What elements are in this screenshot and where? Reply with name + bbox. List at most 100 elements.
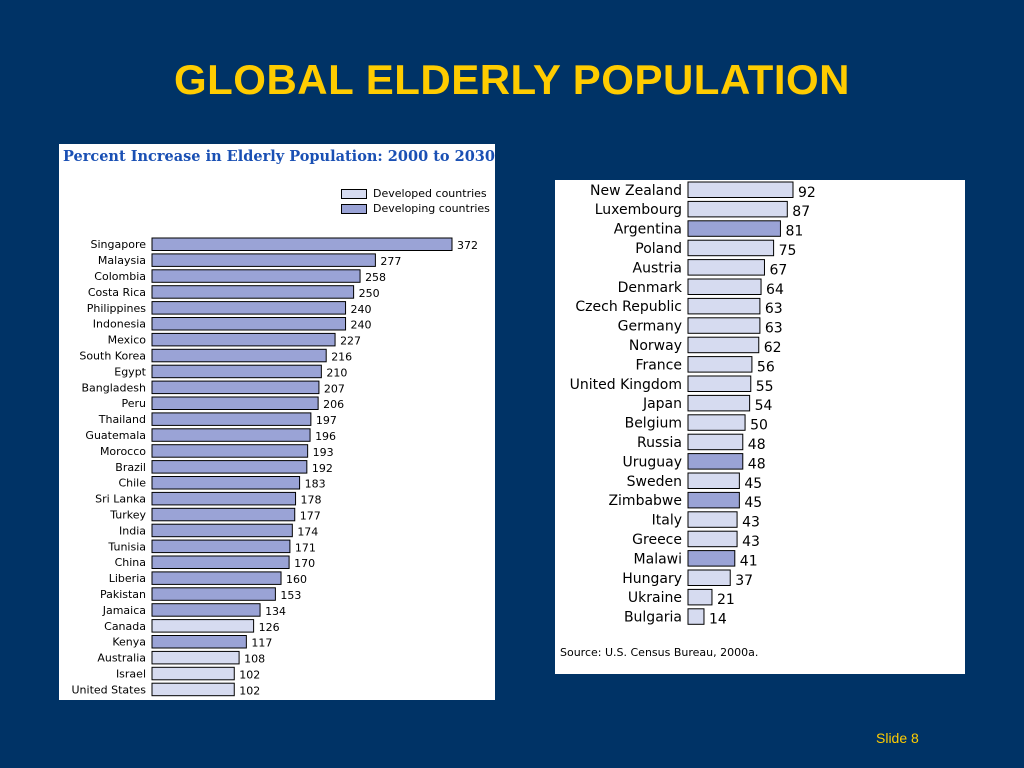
category-label: Uruguay <box>623 454 683 470</box>
legend-label-developed: Developed countries <box>373 187 487 200</box>
category-label: Mexico <box>108 334 147 347</box>
legend-item-developing: Developing countries <box>341 201 490 216</box>
data-label: 63 <box>765 301 783 317</box>
data-label: 178 <box>301 494 322 507</box>
data-label: 102 <box>239 669 260 682</box>
bar <box>687 259 765 276</box>
category-label: South Korea <box>79 350 146 363</box>
bar <box>151 666 235 681</box>
category-label: Indonesia <box>93 318 146 331</box>
data-label: 160 <box>286 573 307 586</box>
category-label: Philippines <box>87 302 147 315</box>
category-label: Guatemala <box>85 429 146 442</box>
data-label: 174 <box>297 525 318 538</box>
data-label: 81 <box>785 224 803 240</box>
bar <box>687 356 753 373</box>
data-label: 193 <box>313 446 334 459</box>
chart-legend: Developed countries Developing countries <box>341 186 490 216</box>
bar <box>151 301 347 315</box>
bar <box>687 317 761 334</box>
category-label: Ukraine <box>628 590 682 606</box>
bar <box>151 237 453 251</box>
data-label: 117 <box>251 637 272 650</box>
bar <box>687 550 736 567</box>
category-label: Canada <box>104 620 146 633</box>
data-label: 50 <box>750 418 768 434</box>
data-label: 240 <box>351 319 372 332</box>
data-label: 43 <box>742 534 760 550</box>
category-label: Norway <box>629 338 682 354</box>
data-label: 170 <box>294 557 315 570</box>
category-label: Bulgaria <box>624 610 682 626</box>
category-label: Brazil <box>115 461 146 474</box>
bar <box>687 453 744 470</box>
bar <box>151 380 320 395</box>
category-label: Hungary <box>622 571 682 587</box>
data-label: 55 <box>756 379 774 395</box>
category-label: Austria <box>633 260 682 276</box>
category-label: Peru <box>121 397 146 410</box>
bar <box>151 269 361 283</box>
legend-item-developed: Developed countries <box>341 186 490 201</box>
bar <box>687 511 738 528</box>
category-label: Israel <box>116 668 146 681</box>
bar <box>151 682 235 697</box>
data-label: 134 <box>265 605 286 618</box>
bar <box>687 336 760 354</box>
data-label: 92 <box>798 185 816 201</box>
data-label: 372 <box>457 239 478 252</box>
data-label: 258 <box>365 271 386 284</box>
data-label: 56 <box>757 359 775 375</box>
bar <box>151 285 355 299</box>
slide-title: GLOBAL ELDERLY POPULATION <box>173 56 850 103</box>
data-label: 196 <box>315 430 336 443</box>
category-label: Kenya <box>112 636 146 649</box>
category-label: Malaysia <box>98 254 146 267</box>
category-label: Egypt <box>114 365 146 378</box>
source-note: Source: U.S. Census Bureau, 2000a. <box>560 646 759 659</box>
data-label: 67 <box>769 262 787 278</box>
data-label: 64 <box>766 282 784 298</box>
bar <box>151 507 296 522</box>
data-label: 54 <box>755 398 773 414</box>
bar <box>151 460 308 474</box>
category-label: Germany <box>618 319 682 335</box>
data-label: 207 <box>324 382 345 395</box>
bar <box>151 571 282 585</box>
category-label: Australia <box>97 652 146 665</box>
left-bar-chart: Singapore 372 Malaysia 277 Colombia 258 Costa … <box>72 237 478 697</box>
category-label: Bangladesh <box>82 381 147 394</box>
bar <box>687 491 740 509</box>
bar <box>687 588 713 606</box>
data-label: 153 <box>280 589 301 602</box>
bar <box>151 523 293 538</box>
legend-label-developing: Developing countries <box>373 202 490 215</box>
bar <box>151 603 261 617</box>
chart-title: Percent Increase in Elderly Population: … <box>63 148 495 165</box>
data-label: 126 <box>259 621 280 634</box>
category-label: Greece <box>632 532 682 548</box>
data-label: 45 <box>744 495 762 511</box>
category-label: Liberia <box>109 572 146 585</box>
legend-swatch-developed <box>341 188 367 199</box>
bar <box>151 253 376 267</box>
legend-swatch-developing <box>341 203 367 214</box>
category-label: Turkey <box>109 509 146 522</box>
data-label: 210 <box>326 366 347 379</box>
right-chart-panel: New Zealand 92 Luxembourg 87 Argentina 81 Pola… <box>555 180 965 674</box>
data-label: 216 <box>331 351 352 364</box>
data-label: 192 <box>312 462 333 475</box>
category-label: Japan <box>642 396 682 412</box>
data-label: 206 <box>323 398 344 411</box>
category-label: Czech Republic <box>575 299 682 315</box>
bar <box>687 278 762 295</box>
data-label: 227 <box>340 335 361 348</box>
data-label: 21 <box>717 592 735 608</box>
category-label: Malawi <box>634 551 682 567</box>
bar <box>687 181 794 198</box>
category-label: Sweden <box>627 474 682 490</box>
bar <box>151 412 312 426</box>
data-label: 43 <box>742 515 760 531</box>
category-label: France <box>635 357 682 373</box>
bar <box>687 472 740 489</box>
